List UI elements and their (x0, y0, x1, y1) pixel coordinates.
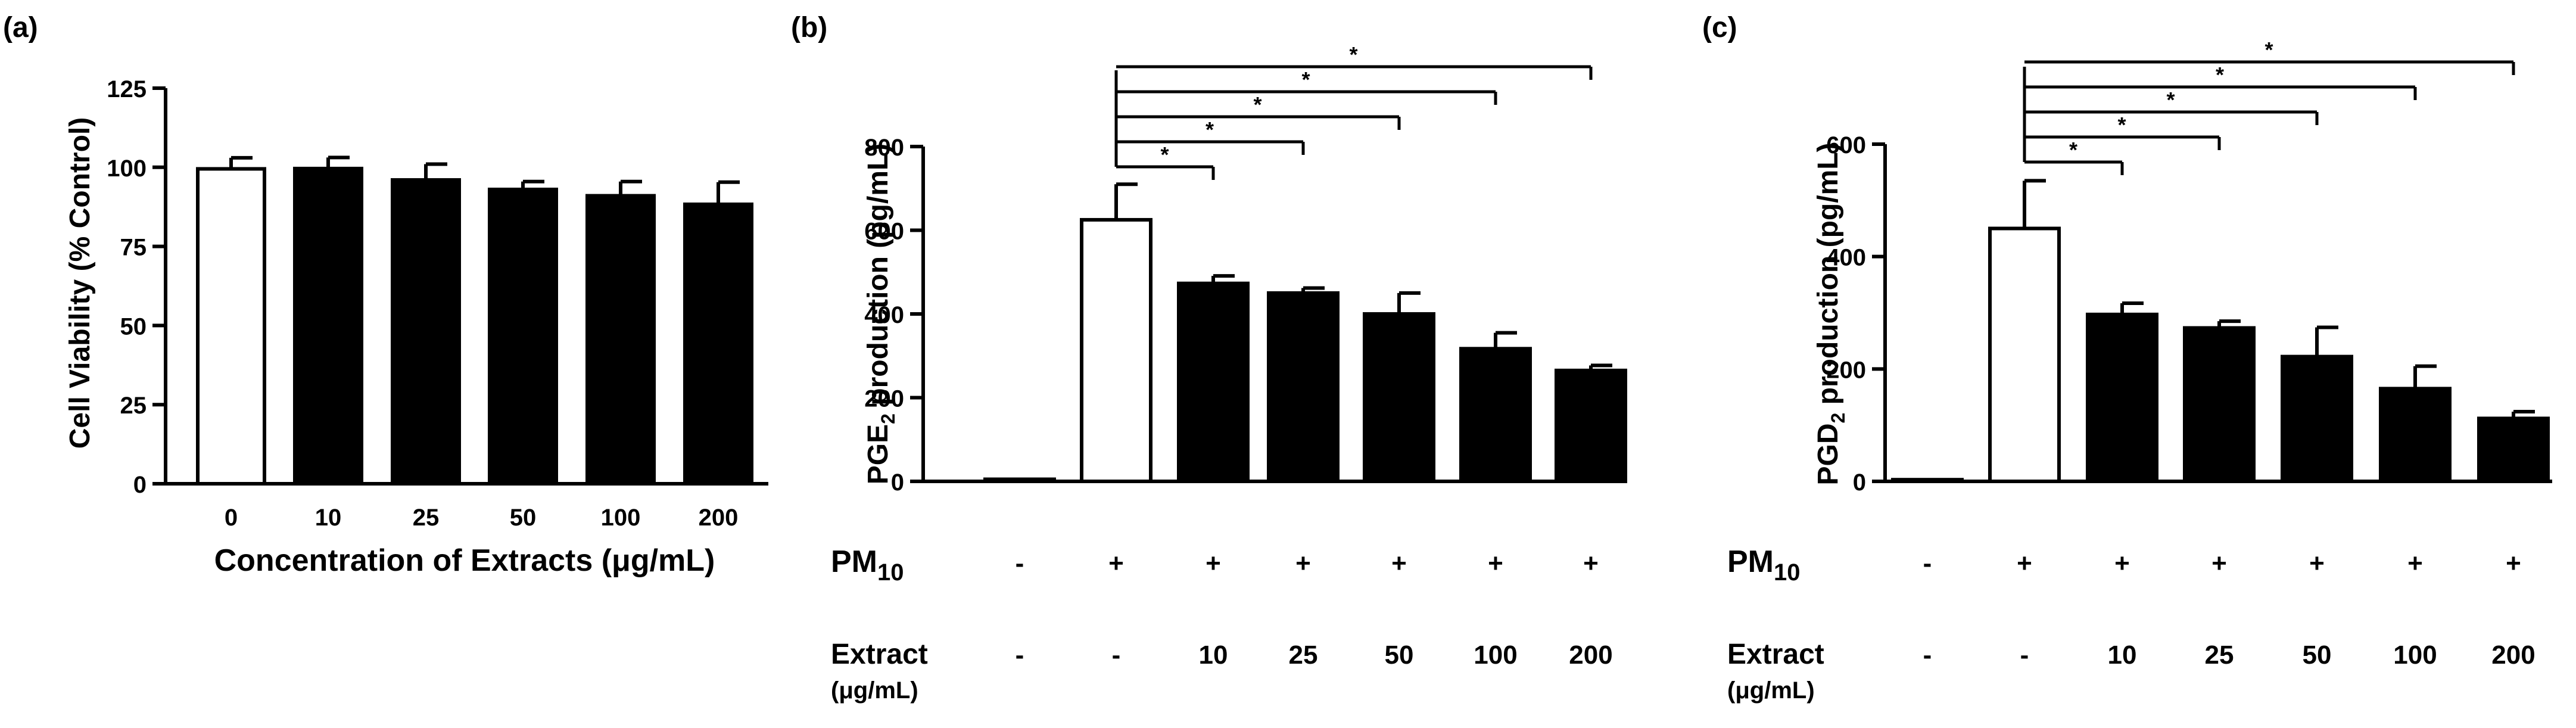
bar (488, 187, 558, 486)
table-row1-value: + (1391, 549, 1407, 578)
significance-mark: * (1349, 42, 1357, 67)
y-tick-label: 400 (864, 302, 904, 328)
y-axis-label: PGD2 production (pg/mL) (1812, 142, 1849, 485)
bar (1080, 217, 1152, 483)
table-row1-value: + (1583, 549, 1599, 578)
table-row1-value: + (2017, 549, 2032, 578)
y-tick-label: 50 (120, 313, 147, 340)
bar (1891, 478, 1964, 483)
y-tick-label: 400 (1826, 245, 1866, 271)
table-row1-value: + (2309, 549, 2325, 578)
panel-label: (c) (1702, 12, 1737, 43)
x-tick-label: 50 (510, 505, 537, 531)
y-tick-label: 200 (1826, 357, 1866, 383)
y-axis-label: Cell Viability (% Control) (64, 117, 96, 449)
panel-label: (b) (791, 12, 827, 43)
bar (1267, 291, 1340, 483)
table-row2-value: 50 (1385, 640, 1414, 670)
y-tick-label: 125 (107, 76, 147, 102)
table-row2-value: 100 (2393, 640, 2437, 670)
bar (983, 477, 1056, 483)
bar (2086, 312, 2158, 484)
significance-mark: * (1206, 117, 1214, 142)
y-tick-label: 0 (1853, 469, 1866, 496)
bar (2183, 326, 2256, 483)
table-row2-label: Extract (1727, 639, 1824, 670)
bar (1555, 368, 1627, 484)
bar (196, 167, 266, 486)
bar (683, 202, 753, 486)
table-row1-value: + (1108, 549, 1124, 578)
y-tick-label: 600 (864, 219, 904, 245)
table-row1-value: + (1206, 549, 1221, 578)
table-row2-value: 100 (1474, 640, 1517, 670)
significance-mark: * (2166, 88, 2175, 112)
x-axis-label: Concentration of Extracts (μg/mL) (214, 543, 715, 578)
bar (1459, 347, 1532, 483)
y-tick-label: 25 (120, 393, 147, 419)
table-row2-value: 50 (2303, 640, 2332, 670)
table-row2-value: 10 (1199, 640, 1228, 670)
x-tick-label: 100 (601, 505, 641, 531)
table-row2-value: 25 (1289, 640, 1318, 670)
table-row2-value: 200 (1569, 640, 1612, 670)
x-tick-label: 200 (699, 505, 739, 531)
bar (1988, 226, 2061, 483)
table-row2-value: - (2020, 640, 2029, 670)
significance-mark: * (1160, 142, 1169, 167)
y-tick-label: 600 (1826, 132, 1866, 158)
table-row1-value: + (2407, 549, 2423, 578)
significance-mark: * (2117, 113, 2126, 137)
bar (2379, 387, 2452, 483)
y-tick-label: 0 (891, 469, 904, 496)
significance-mark: * (2069, 138, 2077, 162)
table-row1-value: + (2211, 549, 2227, 578)
bar (1177, 281, 1250, 483)
table-row1-value: - (1016, 549, 1024, 578)
significance-mark: * (1253, 92, 1261, 117)
y-tick-label: 0 (133, 472, 147, 498)
bar (2477, 416, 2550, 484)
table-row1-value: + (2114, 549, 2130, 578)
x-tick-label: 25 (413, 505, 440, 531)
bar (585, 194, 656, 486)
significance-mark: * (2264, 38, 2273, 62)
table-row1-value: + (2506, 549, 2521, 578)
bar (2281, 354, 2353, 484)
table-row1-value: + (1488, 549, 1503, 578)
panel-label: (a) (3, 12, 38, 43)
y-tick-label: 200 (864, 386, 904, 412)
table-row1-value: + (1295, 549, 1311, 578)
table-row1-label: PM10 (831, 545, 904, 586)
bar (293, 166, 363, 486)
table-row2-unit: (μg/mL) (1727, 677, 1815, 704)
table-row2-label: Extract (831, 639, 928, 670)
table-row1-value: - (1923, 549, 1932, 578)
table-row2-value: - (1923, 640, 1932, 670)
x-tick-label: 0 (225, 505, 238, 531)
significance-mark: * (1301, 67, 1310, 92)
table-row2-value: - (1016, 640, 1024, 670)
table-row2-value: 200 (2491, 640, 2535, 670)
table-row2-value: 25 (2205, 640, 2234, 670)
significance-mark: * (2216, 63, 2224, 87)
table-row2-value: 10 (2108, 640, 2137, 670)
table-row1-label: PM10 (1727, 545, 1801, 586)
table-row2-value: - (1112, 640, 1121, 670)
bar (391, 178, 461, 486)
y-tick-label: 75 (120, 235, 147, 261)
y-tick-label: 800 (864, 135, 904, 161)
y-tick-label: 100 (107, 155, 147, 182)
bar (1363, 312, 1435, 483)
x-tick-label: 10 (315, 505, 342, 531)
table-row2-unit: (μg/mL) (831, 677, 918, 704)
y-axis-label: PGE2 production (pg/mL) (862, 144, 899, 484)
